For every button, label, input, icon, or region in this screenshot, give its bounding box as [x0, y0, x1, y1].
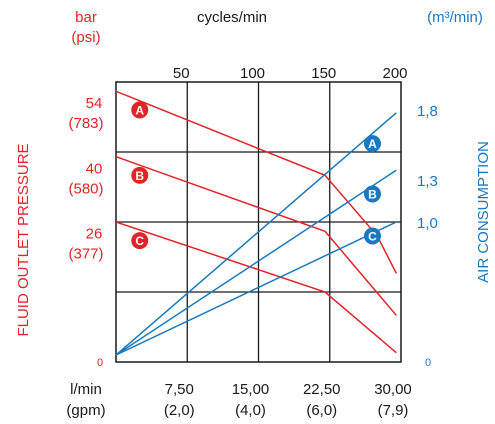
- left-tick-bar: 26: [86, 226, 103, 243]
- bottom-tick-lmin: 15,00: [232, 381, 270, 398]
- air-line-c: [115, 221, 397, 356]
- plot-grid: [115, 81, 402, 363]
- air-line-a: [115, 112, 397, 356]
- right-tick-label: 1,0: [417, 215, 438, 232]
- bottom-axis-ticks: 7,50 (2,0) 15,00 (4,0) 22,50 (6,0) 30,00 (7,9): [164, 381, 412, 419]
- bottom-unit-gpm: (gpm): [66, 402, 105, 419]
- right-zero-label: 0: [425, 357, 431, 369]
- top-tick-label: 150: [311, 65, 336, 82]
- top-tick-label: 200: [382, 65, 407, 82]
- top-axis-label: cycles/min: [197, 9, 267, 26]
- air-marker-label-c: C: [368, 230, 377, 244]
- left-tick-bar: 54: [86, 95, 103, 112]
- pressure-marker-label-b: B: [135, 169, 144, 183]
- air-marker-c: [364, 227, 381, 245]
- pressure-marker-label-c: C: [135, 234, 144, 248]
- bottom-unit-lmin: l/min: [70, 381, 102, 398]
- air-marker-b: [364, 185, 381, 203]
- bottom-tick-gpm: (6,0): [306, 402, 337, 419]
- left-tick-psi: (580): [68, 180, 103, 197]
- pressure-marker-b: [131, 166, 149, 184]
- air-marker-label-a: A: [368, 137, 377, 151]
- pressure-line-c: [115, 221, 397, 354]
- bottom-tick-lmin: 22,50: [303, 381, 341, 398]
- bottom-tick-lmin: 30,00: [374, 381, 412, 398]
- right-axis-unit: (m³/min): [427, 9, 483, 26]
- pressure-line-a: [115, 90, 397, 274]
- air-marker-a: [364, 135, 381, 153]
- bottom-tick-lmin: 7,50: [165, 381, 194, 398]
- air-marker-label-b: B: [368, 188, 377, 202]
- left-axis-ticks: 54 (783) 40 (580) 26 (377): [68, 95, 103, 263]
- left-tick-bar: 40: [86, 160, 103, 177]
- pressure-marker-a: [131, 101, 149, 119]
- bottom-tick-gpm: (7,9): [378, 402, 409, 419]
- pressure-line-b: [115, 155, 397, 316]
- right-axis-ticks: 1,8 1,3 1,0: [417, 103, 438, 232]
- right-tick-label: 1,8: [417, 103, 438, 120]
- left-zero-label: 0: [97, 357, 103, 369]
- pressure-marker-label-a: A: [135, 104, 144, 118]
- series-markers: A B C A B C: [131, 101, 381, 250]
- bottom-tick-gpm: (4,0): [235, 402, 266, 419]
- top-tick-label: 50: [173, 65, 190, 82]
- air-line-b: [115, 169, 397, 356]
- left-unit-bar: bar: [75, 9, 97, 26]
- left-tick-psi: (377): [68, 246, 103, 263]
- right-axis-title: AIR CONSUMPTION: [475, 141, 492, 283]
- left-axis-title: FLUID OUTLET PRESSURE: [15, 143, 32, 336]
- pressure-marker-c: [131, 232, 149, 250]
- top-axis-ticks: 50 100 150 200: [173, 65, 408, 82]
- left-unit-psi: (psi): [71, 29, 100, 46]
- left-tick-psi: (783): [68, 115, 103, 132]
- bottom-tick-gpm: (2,0): [164, 402, 195, 419]
- right-tick-label: 1,3: [417, 173, 438, 190]
- series-lines: [115, 90, 397, 356]
- top-tick-label: 100: [240, 65, 265, 82]
